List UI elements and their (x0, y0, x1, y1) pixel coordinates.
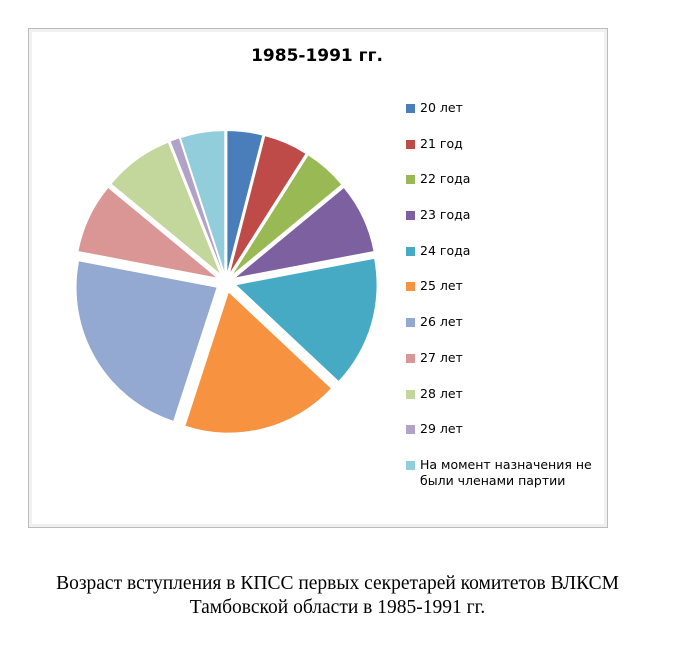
legend-label: 27 лет (420, 349, 463, 365)
legend-item: 25 лет (406, 278, 595, 314)
pie-slice (111, 142, 220, 274)
legend-label: 22 года (420, 171, 471, 187)
legend-swatch (406, 460, 415, 470)
caption: Возраст вступления в КПСС первых секрета… (56, 573, 619, 618)
legend-swatch (406, 353, 415, 363)
pie-slice (76, 261, 217, 421)
pie-slice (233, 155, 342, 274)
legend-label: 23 года (420, 207, 471, 223)
legend-label: На момент назначения не были членами пар… (420, 456, 592, 488)
legend-swatch (406, 246, 415, 256)
legend-label: 21 год (420, 135, 463, 151)
pie-slice (170, 138, 223, 272)
legend-swatch (406, 425, 415, 435)
pie-slice (236, 258, 377, 381)
legend-item: 28 лет (406, 386, 595, 422)
pie-slice (78, 188, 217, 278)
legend-swatch (406, 318, 415, 328)
legend-item: 23 года (406, 207, 595, 243)
legend-swatch (406, 139, 415, 149)
legend-item: 26 лет (406, 314, 595, 350)
chart-frame (28, 28, 608, 528)
legend-item: 20 лет (406, 100, 595, 136)
legend-label: 29 лет (420, 421, 463, 437)
legend-item: 21 год (406, 136, 595, 172)
legend-swatch (406, 104, 415, 113)
legend-item: 29 лет (406, 421, 595, 457)
legend-swatch (406, 211, 415, 221)
legend-label: 28 лет (420, 385, 463, 401)
legend-label: 24 года (420, 242, 471, 258)
legend-item: 27 лет (406, 350, 595, 386)
legend-item: На момент назначения не были членами пар… (406, 457, 595, 493)
pie-slice (185, 292, 331, 433)
legend-label: 26 лет (420, 314, 463, 330)
legend-label: 20 лет (420, 100, 463, 115)
pie-slice (227, 131, 263, 272)
legend-item: 22 года (406, 171, 595, 207)
pie-slice (235, 188, 374, 278)
legend: 20 лет 21 год 22 года 23 года 24 года 25 лет 2… (406, 100, 595, 493)
pie-slice (230, 136, 306, 272)
legend-swatch (406, 175, 415, 185)
legend-swatch (406, 282, 415, 292)
pie-slice (181, 131, 225, 272)
legend-item: 24 года (406, 243, 595, 279)
chart-title: 1985-1991 гг. (251, 46, 383, 66)
legend-swatch (406, 389, 415, 399)
legend-label: 25 лет (420, 278, 463, 294)
